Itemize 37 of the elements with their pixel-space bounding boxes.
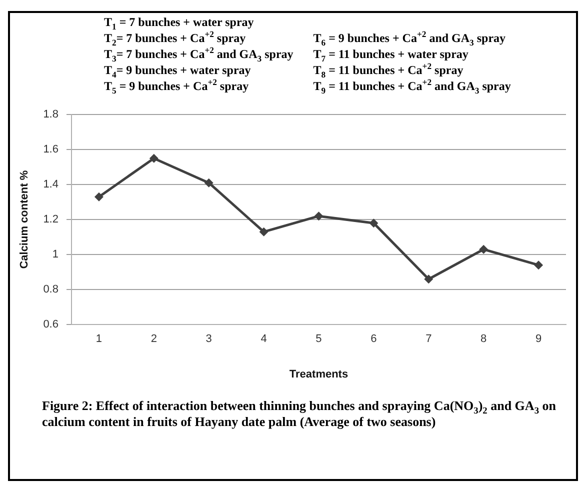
x-tick-label: 1 [96, 333, 102, 346]
point [259, 227, 268, 236]
text: T$_{6}$ = 9 bunches + Ca$^{+2}$ and GA$_{3}$ spray [313, 29, 507, 48]
text: T$_{7}$ = 11 bunches + water spray [313, 46, 470, 64]
x-tick-label: 3 [206, 333, 212, 346]
x-tick-label: 9 [535, 333, 542, 346]
text: T$_{8}$ = 11 bunches + Ca$^{+2}$ spray [313, 61, 464, 80]
point [314, 212, 324, 221]
text: Figure 2: Effect of interaction between thinning bunches and spraying Ca(NO$_{3}$)$_{2}$ and GA$_{3}$ on calcium content in fruits of Hayany date palm (Average of two seasons) [42, 398, 556, 429]
x-tick-label: 6 [370, 333, 377, 346]
y-tick-label: 1 [52, 248, 58, 261]
point [479, 244, 488, 254]
point [94, 192, 104, 202]
text: T$_{2}$= 7 bunches + Ca$^{+2}$ spray [104, 29, 247, 48]
y-tick-label: 0.6 [43, 318, 58, 331]
y-tick-label: 1.6 [43, 144, 58, 156]
y-axis-title: Calcium content % [18, 170, 31, 269]
text: T$_{4}$= 9 bunches + water spray [104, 62, 252, 80]
y-tick-label: 1.8 [43, 108, 58, 121]
point [149, 154, 158, 163]
text: T$_{9}$ = 11 bunches + Ca$^{+2}$ and GA$_{3}$ spray [313, 77, 511, 96]
text: T$_{5}$ = 9 bunches + Ca$^{+2}$ spray [104, 77, 250, 96]
x-tick-label: 7 [426, 333, 432, 346]
x-tick-label: 8 [480, 333, 487, 346]
text: T$_{1}$ = 7 bunches + water spray [104, 14, 255, 32]
x-tick-label: 4 [260, 333, 267, 346]
point [369, 218, 378, 228]
point [204, 178, 214, 188]
x-tick-label: 2 [150, 333, 157, 346]
y-tick-label: 1.2 [43, 214, 58, 226]
x-tick-label: 5 [316, 333, 322, 346]
x-axis-title: Treatments [289, 368, 348, 380]
point [534, 260, 544, 270]
text: T$_{3}$= 7 bunches + Ca$^{+2}$ and GA$_{3}$ spray [104, 45, 294, 64]
y-tick-label: 0.8 [43, 284, 58, 296]
point [424, 274, 434, 284]
y-tick-label: 1.4 [43, 178, 58, 191]
